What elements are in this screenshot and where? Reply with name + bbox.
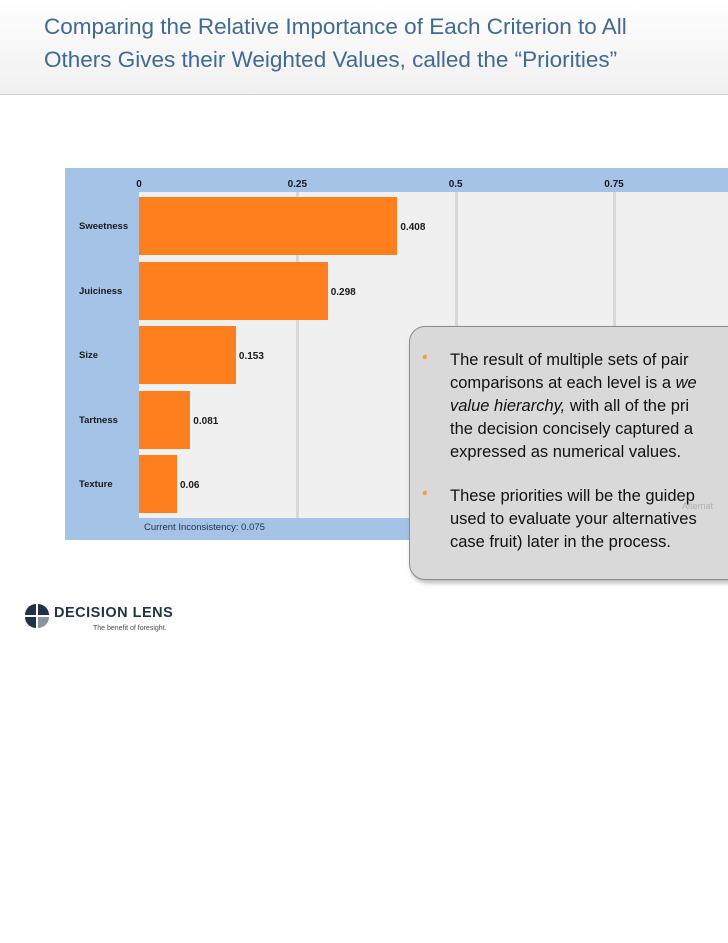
bullet-1-emphasis: we: [675, 374, 697, 392]
value-label-juiciness: 0.298: [330, 286, 356, 298]
bullet-marker: •: [422, 485, 428, 502]
axis-tick-label: 0: [136, 179, 142, 190]
bar-juiciness: [139, 261, 328, 320]
category-label-tartness: Tartness: [79, 414, 118, 426]
bullet-2-line-2: used to evaluate your alternatives: [450, 510, 697, 528]
logo-tagline: The benefit of foresight.: [93, 625, 167, 632]
inconsistency-label: Current Inconsistency: 0.075: [144, 522, 265, 533]
value-label-texture: 0.06: [180, 480, 200, 491]
category-label-sweetness: Sweetness: [79, 221, 129, 232]
decision-lens-logo: DECISION LENS The benefit of foresight.: [24, 598, 224, 638]
axis-tick-label: 0.5: [448, 179, 463, 190]
bullet-1-line-5: expressed as numerical values.: [450, 443, 682, 461]
callout-box: Alternat • The result of multiple sets o…: [409, 326, 728, 580]
value-label-sweetness: 0.408: [400, 222, 426, 233]
bullet-1-line-4: the decision concisely captured a: [450, 420, 694, 438]
axis-tick-label: 0.25: [287, 179, 308, 190]
bullet-1: The result of multiple sets of pair comp…: [450, 349, 697, 464]
ghost-text: Alternat: [682, 501, 714, 511]
bar-sweetness: [139, 197, 398, 255]
category-label-size: Size: [79, 350, 99, 361]
logo-name: DECISION LENS: [54, 605, 174, 621]
bar-tartness: [139, 390, 191, 449]
category-label-texture: Texture: [79, 479, 113, 490]
grid-line: [296, 192, 300, 518]
bar-texture: [139, 455, 177, 513]
slide-title-line-1: Comparing the Relative Importance of Eac…: [44, 14, 627, 39]
bar-size: [139, 326, 236, 384]
value-label-size: 0.153: [238, 351, 264, 362]
bullet-1-line-3: value hierarchy, with all of the pri: [450, 397, 690, 415]
bullet-2-line-3: case fruit) later in the process.: [450, 533, 672, 551]
bullet-1-line-2: comparisons at each level is a we: [450, 374, 697, 392]
axis-tick-label: 0.75: [604, 179, 624, 190]
title-bar: Comparing the Relative Importance of Eac…: [0, 0, 728, 95]
category-label-juiciness: Juiciness: [79, 285, 123, 297]
bullet-marker: •: [422, 349, 428, 366]
bullet-1-line-1: The result of multiple sets of pair: [450, 351, 689, 369]
lens-icon: [25, 604, 49, 628]
slide-title-line-2: Others Gives their Weighted Values, call…: [44, 47, 618, 72]
value-label-tartness: 0.081: [193, 415, 219, 427]
bullet-2: These priorities will be the guidep used…: [450, 485, 697, 554]
bullet-2-line-1: These priorities will be the guidep: [450, 487, 695, 505]
